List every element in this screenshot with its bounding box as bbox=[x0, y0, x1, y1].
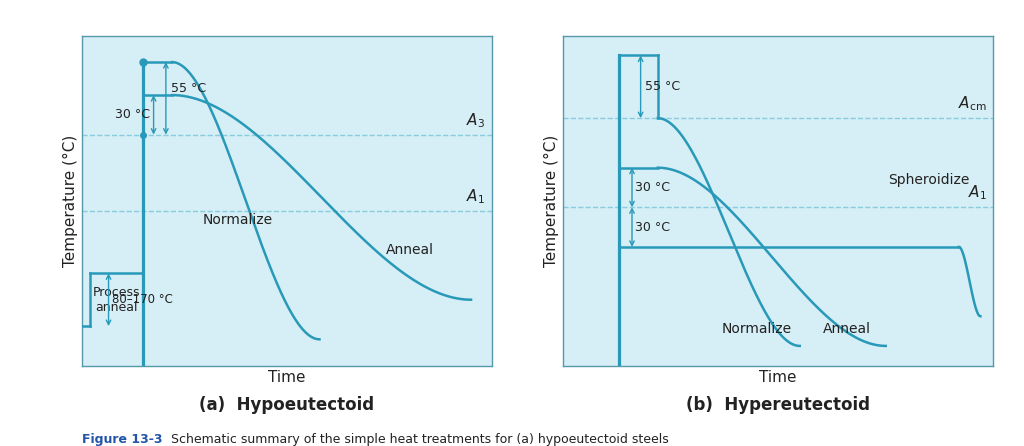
Text: $A_1$: $A_1$ bbox=[466, 187, 485, 206]
Text: 30 °C: 30 °C bbox=[636, 181, 671, 194]
Text: 30 °C: 30 °C bbox=[636, 221, 671, 234]
Text: Anneal: Anneal bbox=[386, 243, 433, 256]
Text: Figure 13-3: Figure 13-3 bbox=[82, 433, 163, 446]
Text: Normalize: Normalize bbox=[203, 213, 272, 227]
Text: $A_3$: $A_3$ bbox=[466, 111, 485, 130]
Text: Anneal: Anneal bbox=[823, 322, 871, 336]
Y-axis label: Temperature (°C): Temperature (°C) bbox=[544, 135, 559, 267]
Text: 80–170 °C: 80–170 °C bbox=[112, 293, 173, 306]
X-axis label: Time: Time bbox=[760, 370, 797, 385]
Text: Spheroidize: Spheroidize bbox=[888, 173, 970, 187]
Text: 55 °C: 55 °C bbox=[171, 82, 206, 95]
Text: $A_1$: $A_1$ bbox=[968, 184, 987, 202]
Text: Process
anneal: Process anneal bbox=[93, 286, 140, 314]
Y-axis label: Temperature (°C): Temperature (°C) bbox=[62, 135, 78, 267]
Text: Normalize: Normalize bbox=[722, 322, 792, 336]
Text: Schematic summary of the simple heat treatments for (a) hypoeutectoid steels
and: Schematic summary of the simple heat tre… bbox=[159, 433, 669, 446]
X-axis label: Time: Time bbox=[268, 370, 305, 385]
Text: $A_\mathrm{cm}$: $A_\mathrm{cm}$ bbox=[958, 95, 987, 113]
Text: (b)  Hypereutectoid: (b) Hypereutectoid bbox=[686, 396, 870, 414]
Text: (a)  Hypoeutectoid: (a) Hypoeutectoid bbox=[199, 396, 375, 414]
Text: 30 °C: 30 °C bbox=[116, 108, 151, 121]
Text: 55 °C: 55 °C bbox=[645, 80, 680, 93]
